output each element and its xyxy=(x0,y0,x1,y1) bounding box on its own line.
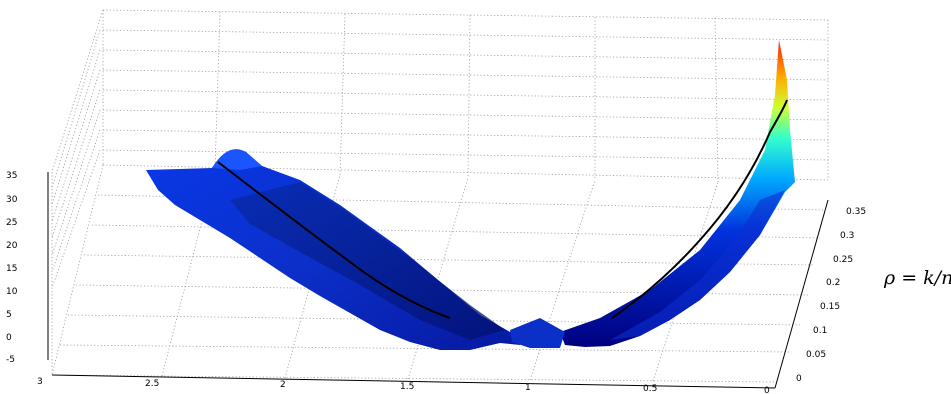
z-tick-label: 0 xyxy=(6,333,12,343)
z-tick-label: 25 xyxy=(6,218,17,228)
rho-tick-label: 0.25 xyxy=(833,255,853,265)
surface-left-arm xyxy=(146,149,535,350)
rho-tick-label: 0.35 xyxy=(846,207,866,217)
grid-back-wall xyxy=(102,9,829,183)
z-tick-label: 15 xyxy=(6,264,17,274)
z-tick-label: 35 xyxy=(6,171,17,181)
rho-axis-label: ρ = k/n xyxy=(883,267,951,289)
axes xyxy=(47,172,829,389)
x-tick-label: 1 xyxy=(525,383,531,393)
surface-center-pinch xyxy=(510,318,565,348)
z-tick-label: 10 xyxy=(6,287,18,297)
rho-tick-label: 0.15 xyxy=(820,302,840,312)
z-tick-label: 20 xyxy=(6,241,18,251)
x-axis-line xyxy=(51,374,776,389)
x-tick-label: 2.5 xyxy=(145,379,159,389)
x-tick-label: 0 xyxy=(764,386,770,394)
rho-tick-label: 0 xyxy=(796,374,802,384)
surface-right-arm xyxy=(560,40,795,347)
x-tick-label: 0.5 xyxy=(643,384,657,394)
z-tick-label: -5 xyxy=(6,355,15,365)
mean-curve-line xyxy=(217,99,788,319)
x-tick-label: 3 xyxy=(37,377,43,387)
z-axis-ticks: -5 0 5 10 15 20 25 30 35 xyxy=(6,171,18,365)
rho-tick-label: 0.2 xyxy=(826,278,840,288)
rho-tick-label: 0.1 xyxy=(813,326,827,336)
x-tick-label: 1.5 xyxy=(400,382,414,392)
x-axis-ticks: 3 2.5 2 1.5 1 0.5 0 xyxy=(37,377,770,394)
x-tick-label: 2 xyxy=(280,380,286,390)
z-tick-label: 30 xyxy=(6,195,18,205)
rho-tick-label: 0.3 xyxy=(840,231,854,241)
z-tick-label: 5 xyxy=(6,310,12,320)
rho-axis-ticks: 0 0.05 0.1 0.15 0.2 0.25 0.3 0.35 xyxy=(796,207,866,384)
rho-tick-label: 0.05 xyxy=(806,350,826,360)
grid-left-wall xyxy=(51,9,104,376)
rho-axis-line xyxy=(774,199,829,389)
